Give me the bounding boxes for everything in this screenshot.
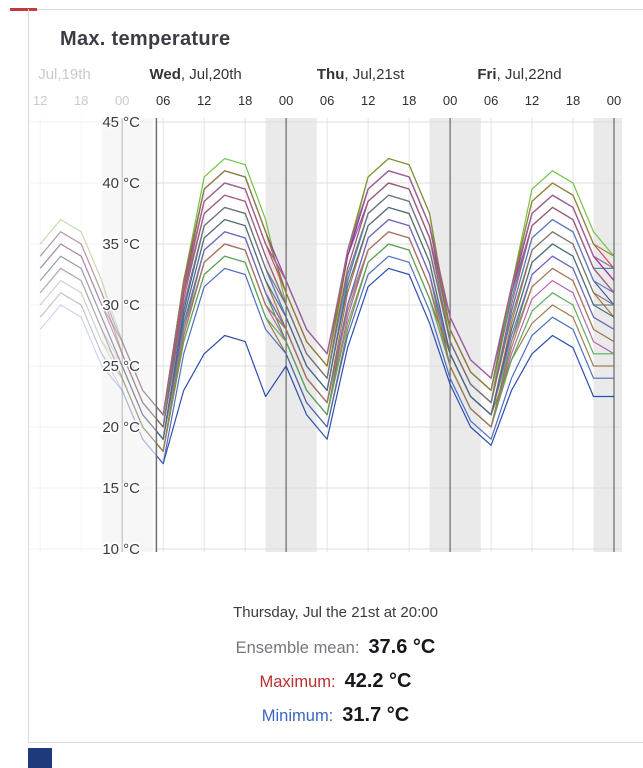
y-axis-label: 40 °C [102,175,140,192]
day-label: Jul,19th [38,66,91,83]
night-band [265,118,317,552]
ensemble-member-line [39,304,157,457]
night-band [429,118,481,552]
hour-tick-label: 18 [565,93,581,108]
ensemble-member-line [39,280,157,445]
ensemble-member-line [39,218,157,420]
ensemble-member-line [39,243,157,408]
ensemble-member-line [39,231,157,408]
hour-tick-label: 18 [73,93,89,108]
y-axis-label: 45 °C [102,114,140,131]
readout-label-2: Minimum: [261,707,334,725]
ensemble-member-line [39,267,157,433]
readout-label-0: Ensemble mean: [235,639,360,657]
ensemble-member-line [39,255,157,433]
ensemble-member-line [156,194,615,428]
hour-tick-label: 00 [278,93,294,108]
ensemble-member-line [39,243,157,420]
ensemble-member-line [39,267,157,445]
ensemble-member-line [39,255,157,433]
y-axis-label: 25 °C [102,358,140,375]
time-axis-labels: Jul,19th Wed, Jul,20th Thu, Jul,21st Fri, J… [30,66,635,112]
panel-left-border [28,9,29,742]
hour-tick-label: 18 [401,93,417,108]
y-axis-label: 10 °C [102,541,140,557]
day-label: Fri, Jul,22nd [477,66,562,83]
ensemble-member-line [156,255,614,465]
ensemble-member-line [39,231,157,420]
hour-tick-label: 06 [319,93,335,108]
day-label: Thu, Jul,21st [316,66,405,83]
ensemble-member-line [156,243,614,452]
ensemble-member-line [156,170,615,416]
ensemble-member-line [39,243,157,408]
y-axis-label: 15 °C [102,480,140,497]
forecast-lines-group [156,157,615,465]
readout-label-1: Maximum: [259,673,336,691]
readout-value-1: 42.2 °C [344,670,412,692]
ensemble-member-line [39,231,157,420]
panel-top-border [37,9,643,10]
panel-bottom-border [28,742,643,743]
chart-title: Max. temperature [60,28,231,50]
y-axis-label: 30 °C [102,297,140,314]
past-lines-group [39,218,157,457]
ensemble-member-line [39,218,157,408]
bottom-partial-element[interactable] [28,748,52,768]
ensemble-member-line [39,255,157,433]
readout-row-minimum: Minimum: 31.7 °C [28,704,643,727]
ensemble-temperature-chart[interactable]: 45 °C 40 °C 35 °C 30 °C 25 °C 20 °C 15 °C 10 °C [30,112,622,557]
hover-readout: Thursday, Jul the 21st at 20:00 Ensemble… [28,604,643,738]
hour-tick-label: 12 [196,93,212,108]
past-fade-overlay [30,112,157,557]
hour-tick-label: 12 [524,93,540,108]
ensemble-member-line [39,280,157,433]
ensemble-member-line [156,206,615,440]
ensemble-member-line [39,292,157,457]
readout-timestamp: Thursday, Jul the 21st at 20:00 [233,604,438,621]
hour-tick-label: 18 [237,93,253,108]
hour-tick-label: 00 [114,93,130,108]
hour-tick-label: 00 [442,93,458,108]
ensemble-member-line [39,243,157,420]
hour-tick-label: 12 [360,93,376,108]
ensemble-member-line [39,292,157,445]
y-axis-label: 20 °C [102,419,140,436]
hour-tick-label: 12 [32,93,48,108]
readout-row-mean: Ensemble mean: 37.6 °C [28,636,643,659]
ensemble-member-line [156,231,615,452]
tab-active-indicator [10,8,37,11]
hour-tick-label: 06 [483,93,499,108]
day-label: Wed, Jul,20th [149,66,242,83]
ensemble-member-line [156,157,615,416]
readout-row-maximum: Maximum: 42.2 °C [28,670,643,693]
ensemble-member-line [39,267,157,445]
readout-value-2: 31.7 °C [342,704,410,726]
hour-tick-label: 00 [606,93,622,108]
y-axis-label: 35 °C [102,236,140,253]
ensemble-member-line [39,255,157,433]
ensemble-member-line [39,267,157,445]
ensemble-member-line [156,267,614,465]
night-band [593,118,622,552]
hour-tick-label: 06 [155,93,171,108]
ensemble-member-line [39,243,157,420]
ensemble-member-line [39,231,157,408]
readout-value-0: 37.6 °C [368,636,436,658]
